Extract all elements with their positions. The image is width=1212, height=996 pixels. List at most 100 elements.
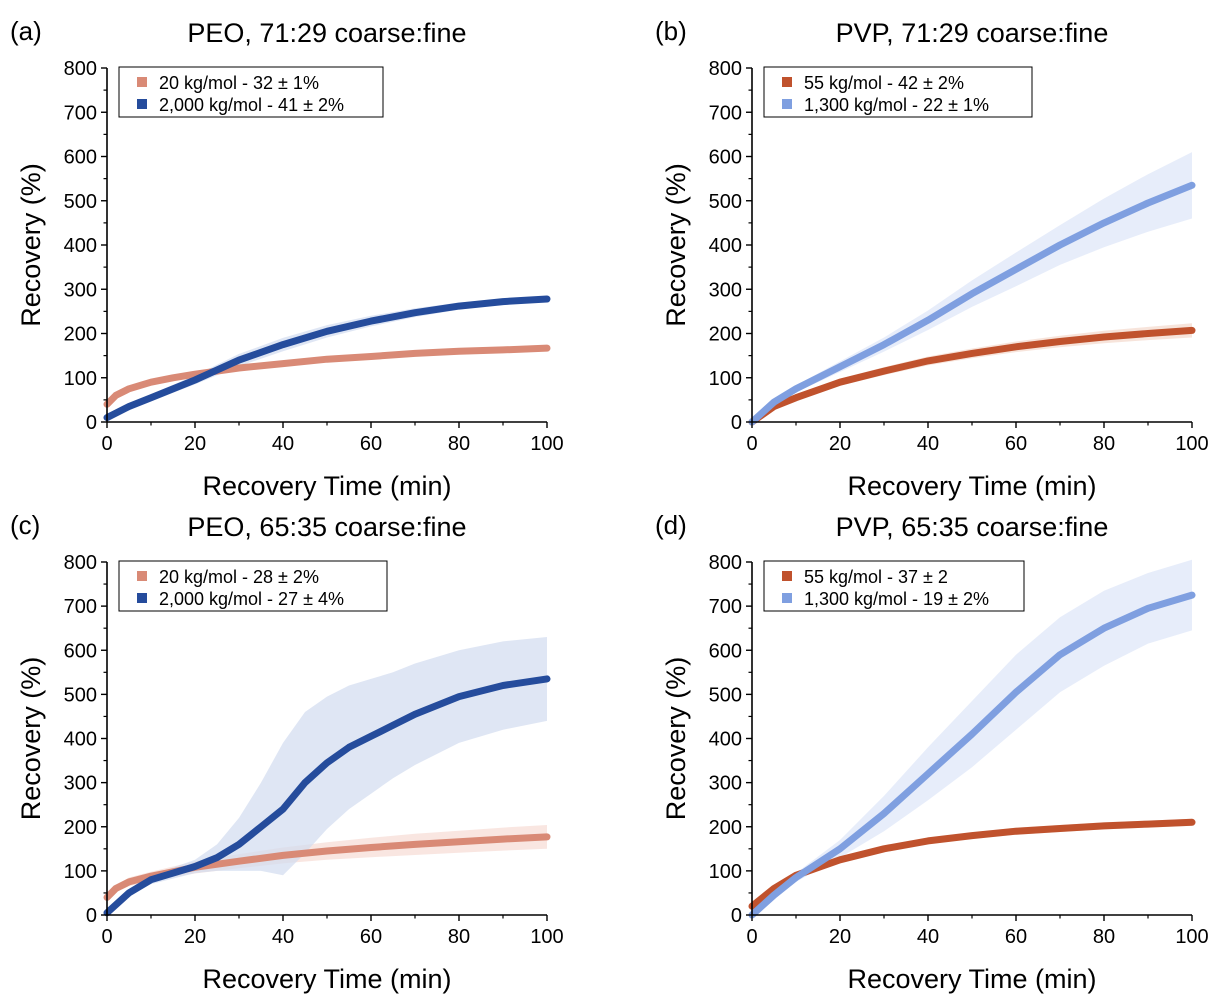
x-tick-label: 60: [1005, 433, 1027, 455]
y-tick-label: 300: [64, 279, 97, 301]
data-point: [126, 386, 132, 391]
legend-marker: [137, 571, 147, 581]
data-point: [280, 806, 286, 812]
error-band: [107, 825, 547, 901]
data-point: [1101, 334, 1107, 340]
chart-title: PVP, 71:29 coarse:fine: [836, 18, 1109, 48]
data-point: [771, 399, 777, 405]
y-axis-title: Recovery (%): [16, 163, 46, 327]
chart-panel-2: (b) PVP, 71:29 coarse:fine 0 20 40 60 80 100 0 10…: [655, 16, 1209, 501]
x-tick-label: 40: [272, 433, 294, 455]
data-point: [280, 342, 286, 347]
y-tick-label: 400: [64, 235, 97, 257]
legend-marker: [782, 77, 792, 87]
data-point: [126, 404, 132, 409]
data-point: [236, 357, 242, 363]
x-tick-label: 100: [1175, 433, 1208, 455]
data-point: [544, 345, 550, 351]
legend-label: 55 kg/mol - 37 ± 2: [804, 567, 948, 587]
x-tick-label: 80: [448, 433, 470, 455]
y-tick-label: 600: [64, 147, 97, 169]
data-point: [236, 842, 242, 847]
x-tick-label: 0: [746, 926, 757, 948]
data-point: [925, 838, 931, 844]
y-tick-label: 700: [709, 596, 742, 618]
legend-marker: [782, 593, 792, 603]
data-point: [113, 886, 119, 891]
x-tick-label: 20: [829, 926, 851, 948]
x-tick-label: 20: [829, 433, 851, 455]
data-point: [192, 377, 198, 383]
data-point: [771, 892, 777, 898]
data-point: [368, 354, 374, 359]
y-tick-label: 500: [64, 191, 97, 213]
y-tick-label: 0: [86, 412, 97, 434]
data-point: [456, 303, 462, 309]
chart-panel-4: (d) PVP, 65:35 coarse:fine 0 20 40 60 80 100 0 10…: [655, 510, 1209, 994]
series-line: [748, 326, 1196, 426]
legend-box: [118, 560, 388, 612]
legend-marker: [137, 593, 147, 603]
y-tick-label: 200: [64, 324, 97, 346]
data-point: [881, 846, 887, 851]
x-tick-label: 80: [1093, 926, 1115, 948]
x-tick-label: 20: [184, 926, 206, 948]
x-tick-label: 0: [746, 433, 757, 455]
data-point: [1101, 823, 1107, 829]
series-line: [748, 181, 1196, 426]
data-point: [302, 780, 308, 785]
legend-marker: [137, 77, 147, 87]
y-tick-label: 200: [64, 817, 97, 839]
y-tick-label: 700: [64, 102, 97, 124]
y-axis-title: Recovery (%): [661, 657, 691, 821]
data-point: [881, 811, 887, 816]
data-point: [881, 368, 887, 374]
x-tick-label: 60: [360, 433, 382, 455]
x-tick-label: 100: [530, 433, 563, 455]
legend-box: [118, 66, 384, 118]
y-tick-label: 0: [731, 412, 742, 434]
x-tick-label: 0: [101, 433, 112, 455]
legend: 55 kg/mol - 37 ± 21,300 kg/mol - 19 ± 2%: [763, 560, 1025, 612]
y-tick-label: 300: [709, 773, 742, 795]
x-tick-label: 100: [1175, 926, 1208, 948]
series-line: [748, 591, 1196, 919]
y-tick-label: 800: [64, 58, 97, 80]
data-point: [412, 310, 418, 315]
data-point: [837, 380, 843, 385]
data-point: [1145, 821, 1151, 827]
data-point: [280, 853, 286, 858]
data-point: [324, 848, 330, 854]
data-point: [324, 760, 330, 765]
legend: 20 kg/mol - 28 ± 2%2,000 kg/mol - 27 ± 4…: [118, 560, 388, 612]
y-tick-label: 600: [709, 640, 742, 662]
panel-label: (d): [655, 510, 687, 540]
y-tick-label: 0: [731, 905, 742, 927]
data-point: [390, 723, 396, 728]
legend-marker: [137, 99, 147, 109]
data-point: [500, 683, 506, 688]
y-tick-label: 500: [709, 191, 742, 213]
x-tick-label: 60: [1005, 926, 1027, 948]
y-tick-label: 200: [709, 324, 742, 346]
data-point: [837, 364, 843, 369]
x-axis-title: Recovery Time (min): [847, 471, 1096, 501]
legend-box: [763, 560, 1025, 612]
data-point: [456, 694, 462, 699]
legend-label: 1,300 kg/mol - 22 ± 1%: [804, 95, 989, 115]
y-tick-label: 400: [709, 729, 742, 751]
y-tick-label: 700: [709, 102, 742, 124]
data-point: [881, 342, 887, 347]
data-point: [969, 833, 975, 838]
data-point: [456, 839, 462, 844]
y-tick-label: 500: [709, 684, 742, 706]
data-point: [1057, 242, 1063, 248]
data-point: [1101, 220, 1107, 226]
data-point: [214, 855, 220, 860]
data-point: [170, 375, 176, 380]
data-point: [969, 291, 975, 296]
legend: 20 kg/mol - 32 ± 1%2,000 kg/mol - 41 ± 2…: [118, 66, 384, 118]
y-tick-label: 500: [64, 684, 97, 706]
series-line: [103, 833, 551, 901]
legend-label: 2,000 kg/mol - 27 ± 4%: [159, 589, 344, 609]
